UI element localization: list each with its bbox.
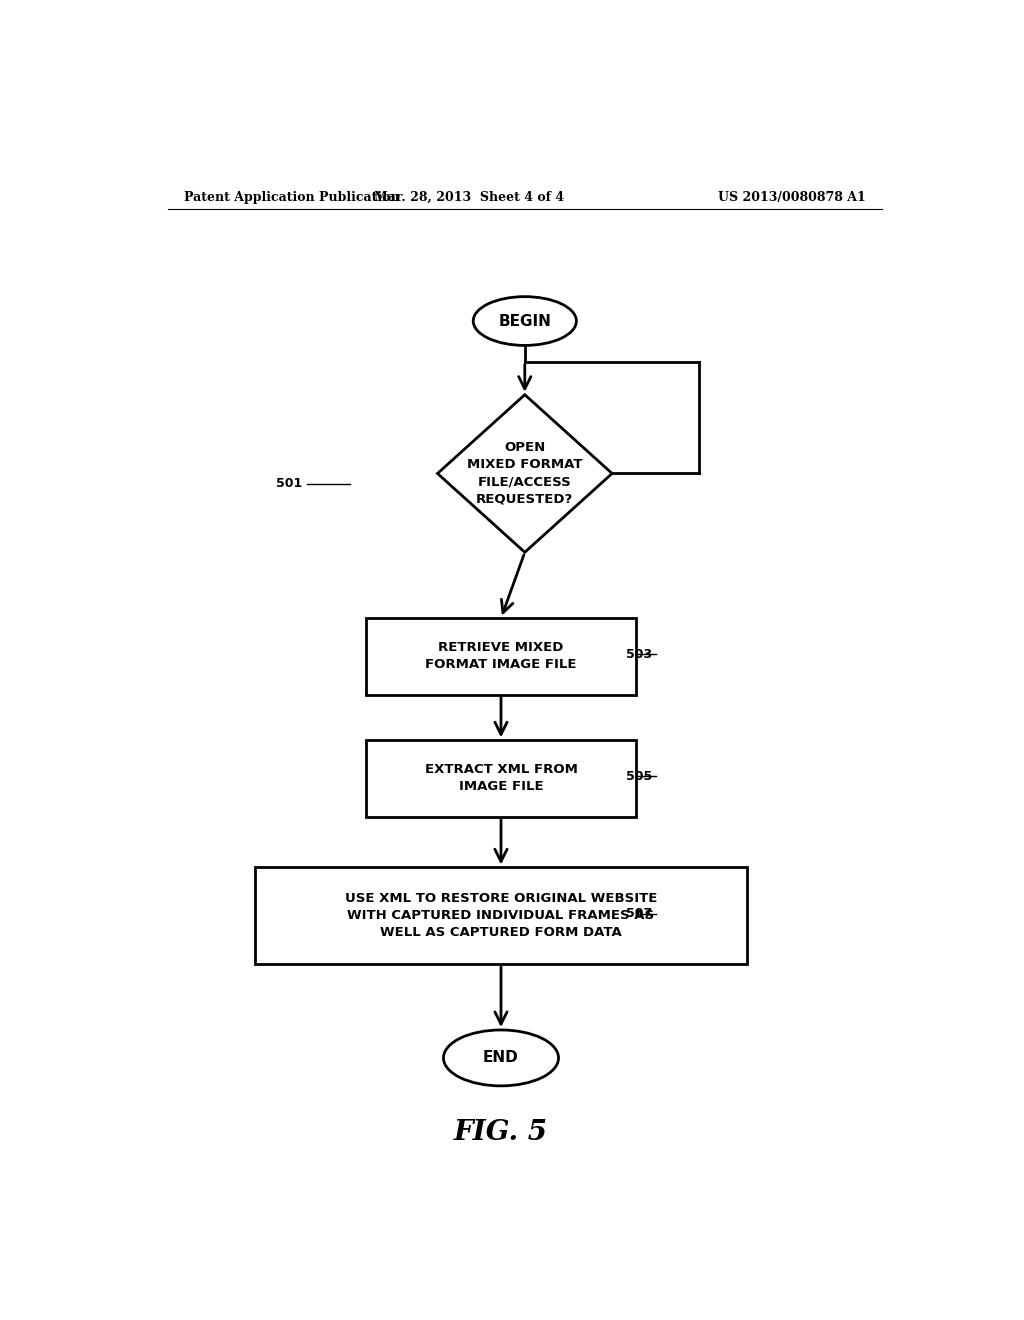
Text: END: END xyxy=(483,1051,519,1065)
Text: OPEN
MIXED FORMAT
FILE/ACCESS
REQUESTED?: OPEN MIXED FORMAT FILE/ACCESS REQUESTED? xyxy=(467,441,583,506)
Bar xyxy=(366,618,636,694)
Text: BEGIN: BEGIN xyxy=(499,314,551,329)
Text: FIG. 5: FIG. 5 xyxy=(454,1118,548,1146)
Text: 503: 503 xyxy=(626,648,652,661)
Text: Mar. 28, 2013  Sheet 4 of 4: Mar. 28, 2013 Sheet 4 of 4 xyxy=(374,190,564,203)
Bar xyxy=(366,741,636,817)
Text: EXTRACT XML FROM
IMAGE FILE: EXTRACT XML FROM IMAGE FILE xyxy=(425,763,578,793)
Text: Patent Application Publication: Patent Application Publication xyxy=(183,190,399,203)
Text: US 2013/0080878 A1: US 2013/0080878 A1 xyxy=(718,190,866,203)
Text: RETRIEVE MIXED
FORMAT IMAGE FILE: RETRIEVE MIXED FORMAT IMAGE FILE xyxy=(425,642,577,672)
Bar xyxy=(255,867,748,964)
Text: 501: 501 xyxy=(276,477,303,490)
Text: 507: 507 xyxy=(626,907,652,920)
Text: 505: 505 xyxy=(626,770,652,783)
Text: USE XML TO RESTORE ORIGINAL WEBSITE
WITH CAPTURED INDIVIDUAL FRAMES AS
WELL AS C: USE XML TO RESTORE ORIGINAL WEBSITE WITH… xyxy=(345,892,657,939)
